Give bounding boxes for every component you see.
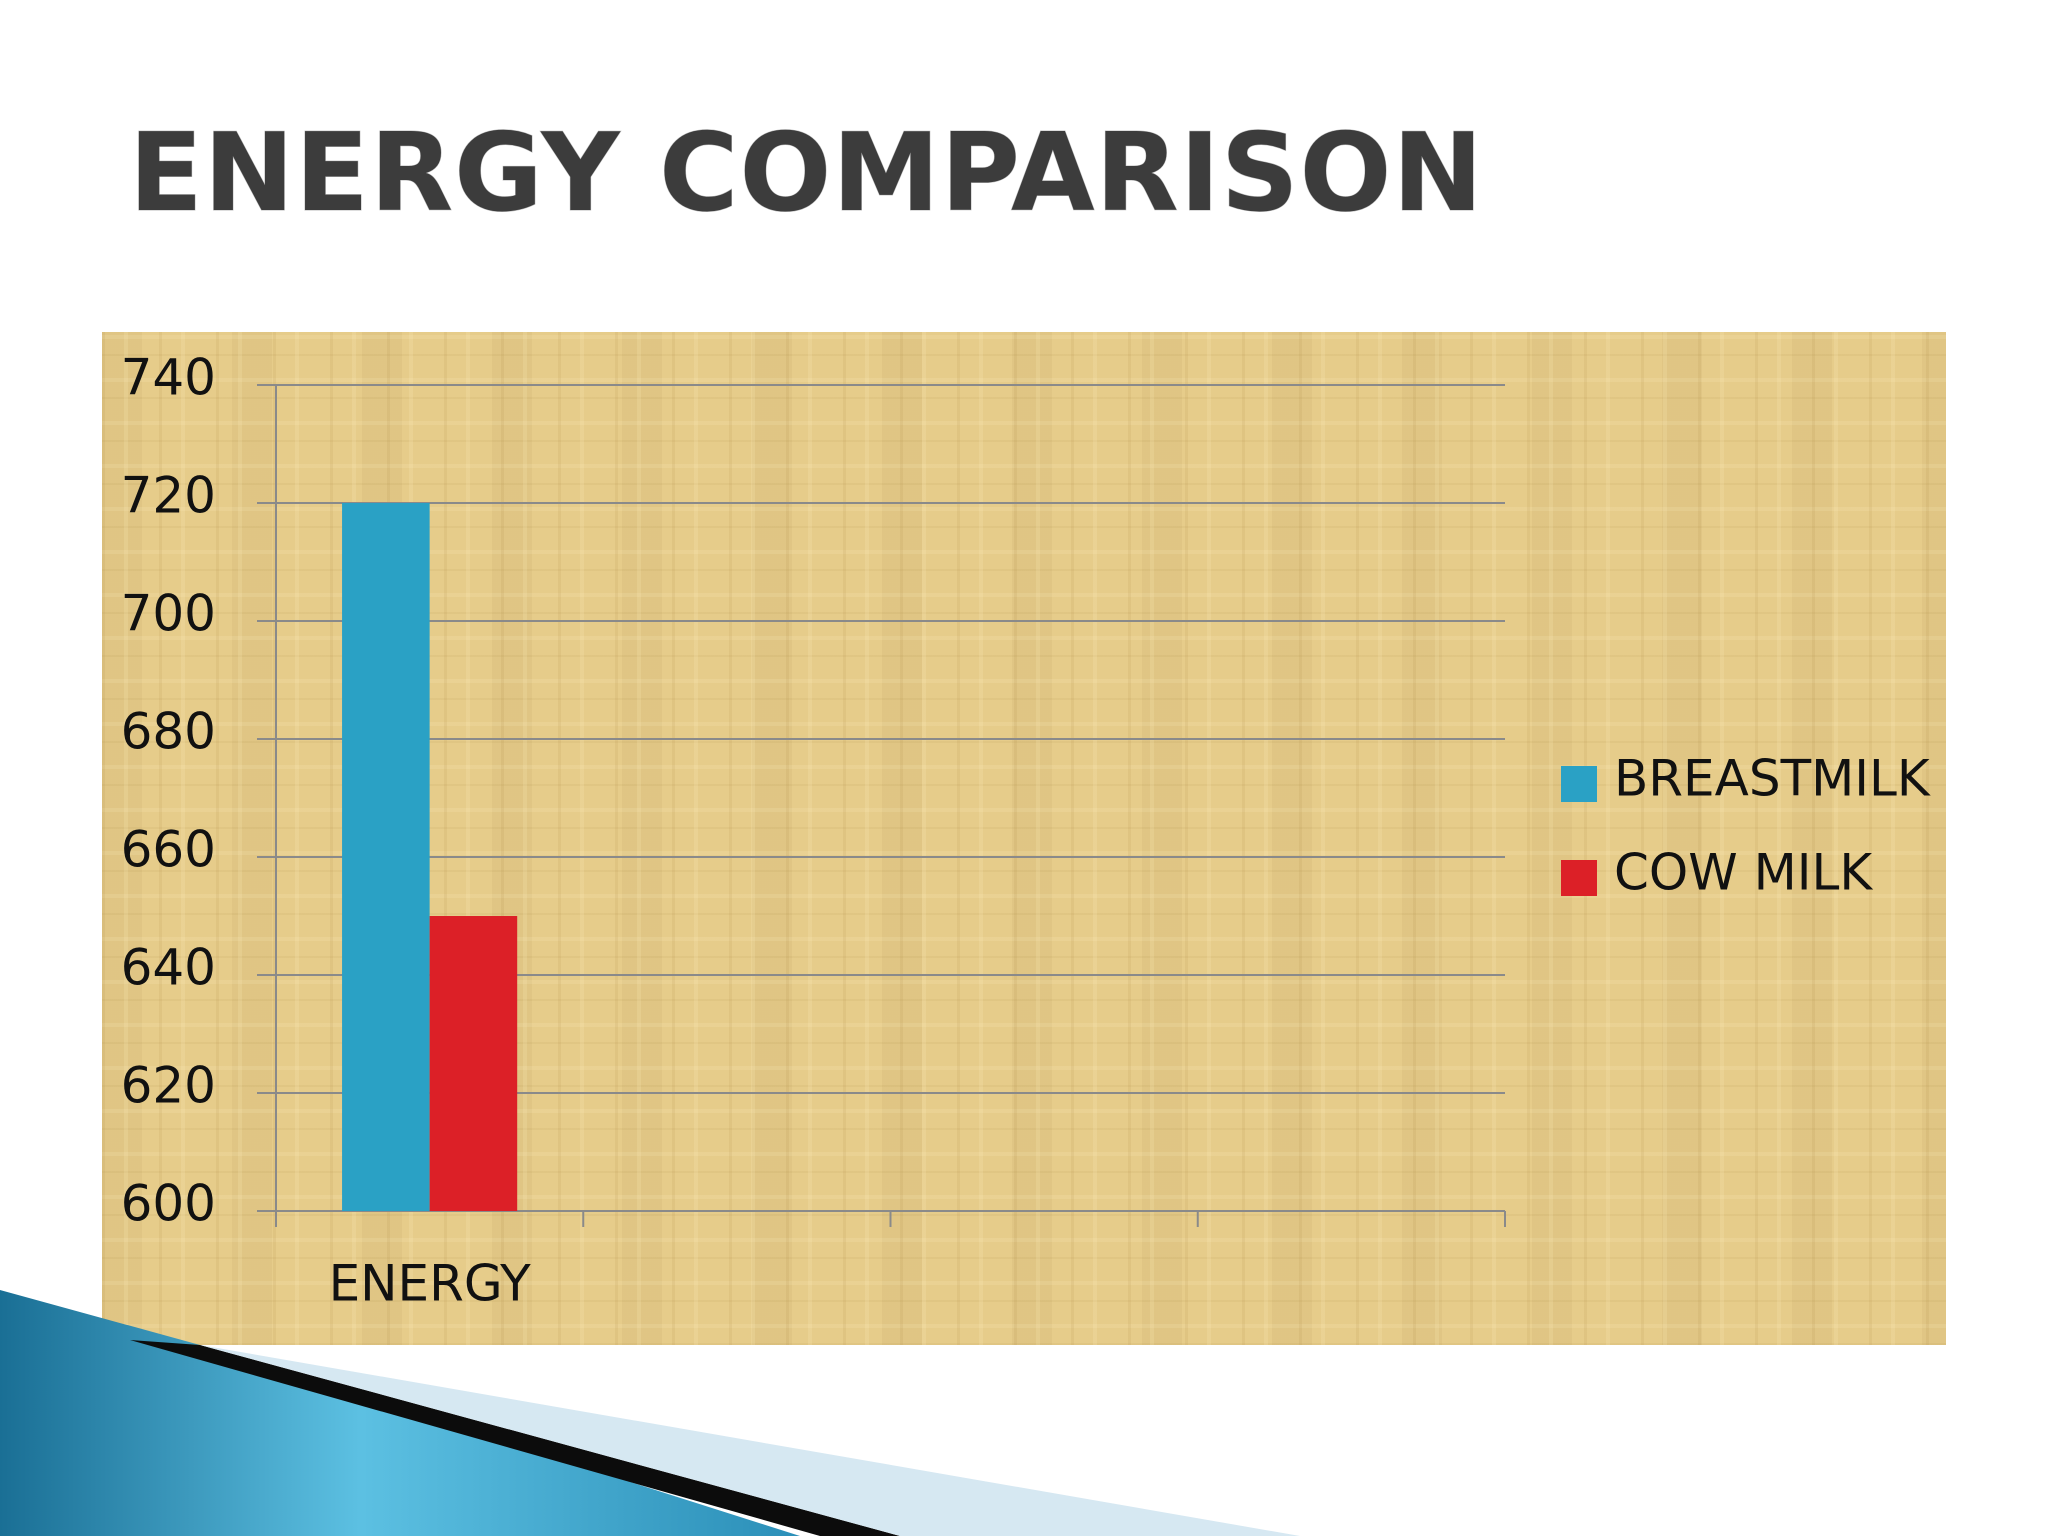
y-tick-label: 680 — [121, 703, 216, 761]
legend-swatch — [1561, 860, 1597, 896]
legend-swatch — [1561, 766, 1597, 802]
y-tick-label: 700 — [121, 585, 216, 643]
y-tick-label: 620 — [121, 1057, 216, 1115]
decoration — [200, 1345, 1300, 1536]
legend-label: COW MILK — [1614, 844, 1873, 902]
slide-title: ENERGY COMPARISON — [129, 111, 1484, 236]
y-tick-label: 640 — [121, 939, 216, 997]
decoration — [130, 1340, 900, 1536]
y-tick-label: 600 — [121, 1175, 216, 1233]
x-tick-label: ENERGY — [329, 1255, 532, 1313]
bar — [429, 916, 518, 1211]
bar — [342, 503, 430, 1211]
legend-label: BREASTMILK — [1614, 750, 1931, 808]
y-tick-label: 720 — [121, 467, 216, 525]
y-tick-label: 740 — [121, 349, 216, 407]
y-tick-label: 660 — [121, 821, 216, 879]
